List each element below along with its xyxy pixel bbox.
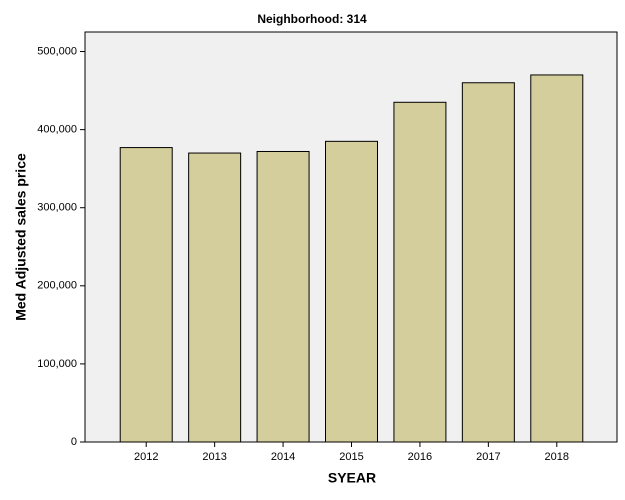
x-tick-label: 2012	[134, 451, 158, 463]
y-tick-label: 0	[71, 436, 77, 448]
x-tick-label: 2016	[408, 451, 432, 463]
bar	[188, 152, 242, 443]
x-tick-label: 2014	[271, 451, 295, 463]
y-tick-label: 200,000	[37, 280, 77, 292]
y-axis-label: Med Adjusted sales price	[13, 153, 29, 321]
bar	[530, 74, 584, 443]
y-tick-label: 400,000	[37, 124, 77, 136]
bar	[461, 82, 515, 443]
bar	[393, 101, 447, 443]
x-tick-label: 2015	[339, 451, 363, 463]
bar	[325, 140, 378, 443]
y-tick-label: 300,000	[37, 202, 77, 214]
x-axis-label: SYEAR	[328, 470, 376, 486]
x-tick-label: 2017	[476, 451, 500, 463]
y-tick-label: 100,000	[37, 358, 77, 370]
chart-title: Neighborhood: 314	[257, 12, 367, 26]
bar	[119, 147, 173, 443]
y-tick-label: 500,000	[37, 45, 77, 57]
x-tick-label: 2018	[545, 451, 569, 463]
x-tick-label: 2013	[202, 451, 226, 463]
bar	[256, 150, 310, 443]
